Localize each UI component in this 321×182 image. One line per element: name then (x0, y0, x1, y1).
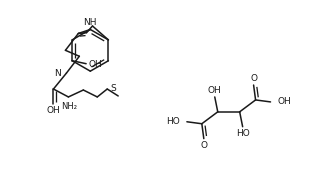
Text: O: O (250, 74, 257, 83)
Text: S: S (110, 84, 116, 92)
Text: NH₂: NH₂ (61, 102, 77, 111)
Text: O: O (200, 141, 207, 150)
Text: OH: OH (208, 86, 221, 94)
Text: OH: OH (88, 60, 102, 69)
Text: HO: HO (166, 117, 180, 126)
Text: N: N (54, 69, 60, 78)
Text: OH: OH (277, 97, 291, 106)
Text: OH: OH (47, 106, 60, 115)
Text: NH: NH (83, 17, 96, 27)
Text: HO: HO (236, 129, 249, 138)
